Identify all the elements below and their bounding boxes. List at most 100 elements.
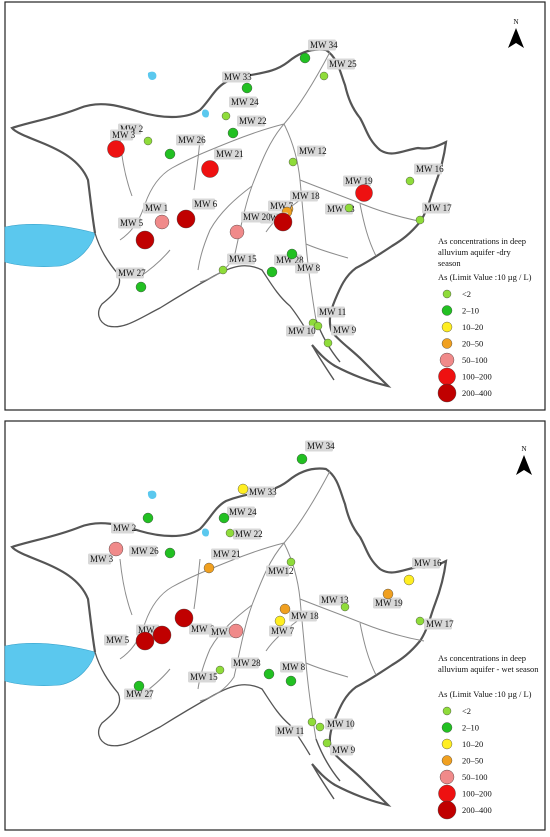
well-label-background [280, 661, 304, 673]
well-label: MW 12 [299, 146, 327, 156]
legend-title: alluvium aquifer - wet season [438, 664, 539, 674]
well-label: MW 18 [291, 611, 319, 621]
legend-class-label: <2 [462, 706, 471, 716]
well-point [135, 281, 147, 293]
well-label-background [233, 528, 261, 540]
legend-class-label: 10–20 [462, 739, 483, 749]
well-label: MW 27 [126, 689, 154, 699]
well-label-background [319, 594, 347, 606]
well-point [403, 574, 415, 586]
well-label: MW 1 [145, 203, 168, 213]
well-marker: MW 3 [107, 129, 136, 158]
well-point [215, 665, 225, 675]
well-label: MW 20 [211, 627, 239, 637]
well-marker: MW 15 [218, 253, 257, 275]
legend-class-label: 20–50 [462, 756, 483, 766]
well-label-background [118, 217, 142, 229]
well-label-background [88, 553, 112, 565]
well-marker: MW 6 [174, 608, 215, 635]
well-point [154, 214, 170, 230]
well-marker: MW 34 [299, 39, 338, 64]
well-label-background [104, 634, 128, 646]
legend-swatch [438, 367, 456, 386]
legend-swatch [441, 738, 453, 750]
well-point [142, 512, 154, 524]
legend-class-label: 10–20 [462, 322, 483, 332]
legend-swatch [441, 755, 453, 766]
legend-title: As concentrations in deep [438, 236, 526, 246]
well-label: MW 24 [229, 507, 257, 517]
well-point [285, 675, 297, 687]
well-point [218, 265, 228, 275]
well-marker: MW 8 [286, 248, 321, 274]
well-label-background [211, 548, 239, 560]
well-label: MW 3 [112, 130, 136, 140]
well-label-background [237, 115, 265, 127]
well-marker: MW 19 [343, 175, 373, 202]
well-label: MW 5 [106, 635, 130, 645]
well-point [299, 52, 311, 64]
well-marker: MW 20 [229, 211, 271, 240]
well-label: MW 3 [90, 554, 114, 564]
well-point [344, 203, 354, 213]
well-point [152, 625, 172, 645]
well-label: MW 19 [375, 598, 403, 608]
well-label: MW 16 [416, 164, 444, 174]
legend-class-label: 20–50 [462, 339, 483, 349]
well-point [229, 224, 245, 240]
legend-swatch [438, 784, 456, 803]
well-label: MW 6 [191, 624, 215, 634]
well-label-background [290, 190, 318, 202]
well-point [108, 541, 124, 557]
well-marker: MW 24 [218, 506, 257, 524]
well-label-background [343, 175, 371, 187]
well-marker: MW 16 [405, 163, 444, 186]
well-label: MW 28 [276, 255, 304, 265]
well-point [237, 483, 249, 495]
well-marker: MW 21 [203, 548, 241, 574]
legend-class-label: 100–200 [462, 789, 492, 799]
well-label: MW 34 [307, 441, 335, 451]
well-label-background [317, 306, 345, 318]
legend-swatch [442, 289, 452, 299]
well-marker: MW 21 [201, 148, 244, 178]
well-point [164, 148, 176, 160]
north-arrow-icon: N [516, 445, 532, 475]
well-marker: MW 27 [124, 680, 154, 700]
well-label: MW12 [268, 566, 294, 576]
well-marker: MW 25 [319, 58, 357, 81]
well-label-background [331, 324, 355, 336]
svg-text:N: N [513, 18, 518, 26]
well-label: MW 18 [292, 191, 320, 201]
well-label-background [229, 96, 257, 108]
well-marker: MW 6 [176, 198, 218, 229]
well-label-background [241, 211, 269, 223]
well-label-background [327, 58, 355, 70]
well-label: MW 34 [310, 40, 338, 50]
well-point [201, 160, 219, 178]
well-point [288, 157, 298, 167]
well-marker: MW 17 [415, 616, 454, 630]
north-arrow-icon: N [508, 18, 524, 48]
well-point [133, 680, 145, 692]
well-label: MW 27 [118, 268, 146, 278]
legend-class-label: 100–200 [462, 372, 492, 382]
well-label: MW 33 [249, 487, 277, 497]
well-label: MW 33 [224, 72, 252, 82]
well-marker: MW12 [266, 557, 296, 577]
well-label: MW 10 [327, 719, 355, 729]
well-point [221, 111, 231, 121]
well-marker: MW 13 [325, 203, 355, 215]
well-label-background [227, 506, 255, 518]
legend-swatch [441, 338, 453, 349]
well-label-background [110, 129, 134, 141]
well-point [323, 338, 333, 348]
well-label-background [116, 267, 144, 279]
well-label: MW 6 [194, 199, 218, 209]
well-label: MW 16 [414, 558, 442, 568]
well-label-background [289, 610, 317, 622]
well-label: MW 17 [424, 203, 452, 213]
well-label-background [308, 39, 336, 51]
